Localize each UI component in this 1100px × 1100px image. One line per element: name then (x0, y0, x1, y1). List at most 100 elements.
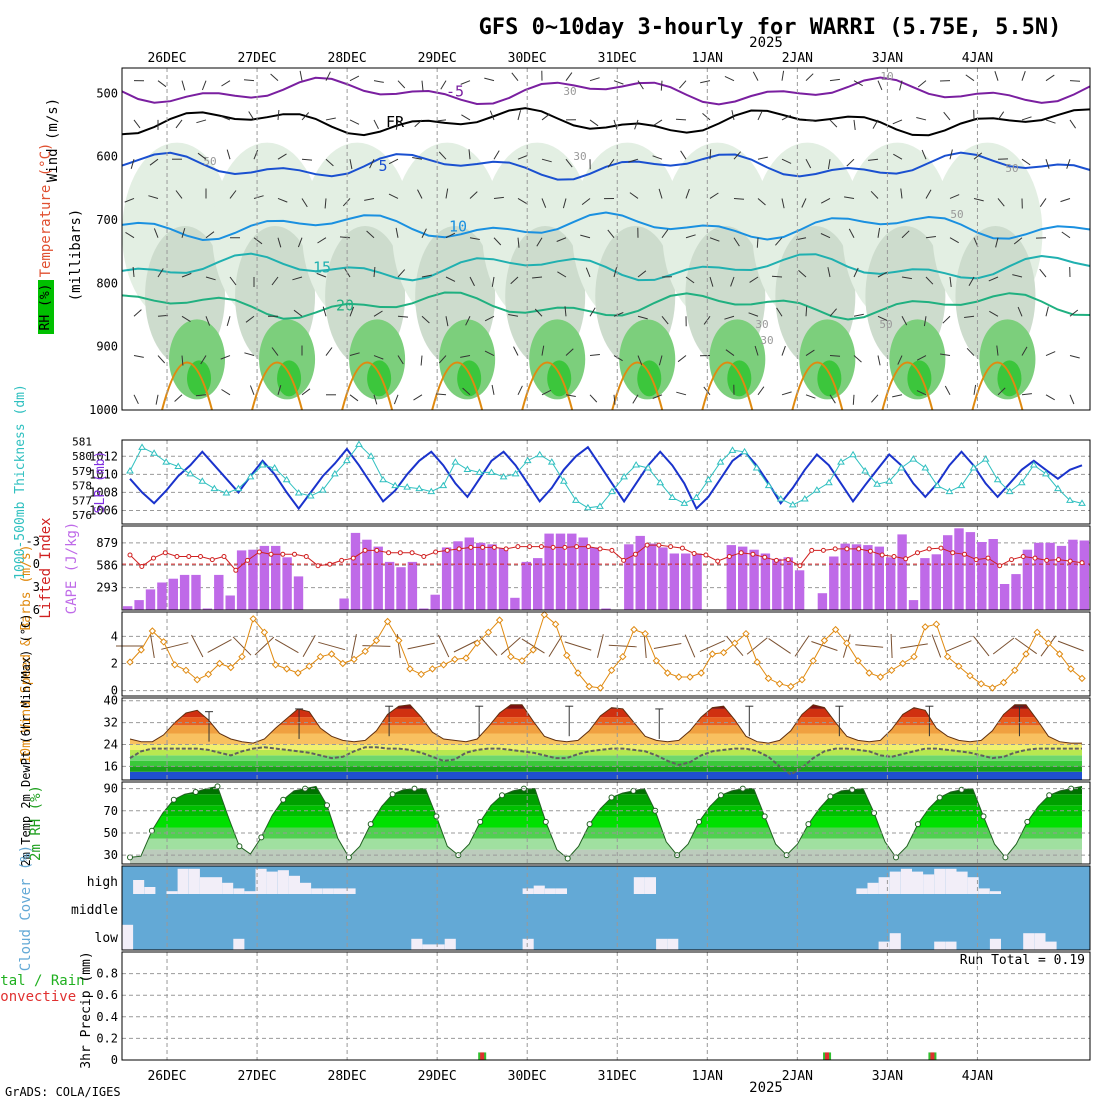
wind-barb (733, 197, 745, 200)
wind-barb (536, 237, 543, 247)
thickness-point (897, 464, 906, 471)
date-label-bottom: 28DEC (328, 1069, 367, 1084)
thickness-point (427, 487, 436, 495)
wind-barb-10m (931, 634, 942, 658)
thickness-point (487, 468, 496, 475)
wind-barb (541, 345, 545, 356)
wind-barb (966, 347, 975, 356)
wind-barb-10m (794, 635, 810, 657)
wind-barb-10m (161, 642, 189, 650)
thickness-tick-label: 578 (72, 480, 92, 493)
rh-shade-high (889, 319, 946, 400)
wind-speed-point (327, 650, 336, 658)
wind-barb (949, 237, 959, 244)
wind-speed-point (596, 684, 605, 692)
cape-bar (1079, 540, 1089, 610)
wind-barb (1017, 306, 1023, 317)
panel-frame (121, 951, 1091, 1061)
cloud-cover-bar (1034, 933, 1046, 950)
wind-barb (201, 80, 207, 91)
wind-barb (675, 118, 687, 121)
cape-bar (840, 543, 850, 610)
lifted-index-point (997, 563, 1003, 569)
wind-barb (316, 272, 327, 278)
cape-bar (236, 550, 247, 610)
wind-barb (322, 306, 327, 317)
thickness-point (535, 450, 544, 458)
wind-barb-10m (643, 633, 647, 659)
cape-bar (157, 582, 167, 610)
wind-barb-10m (699, 639, 726, 653)
temp-band (130, 744, 1082, 750)
cloud-cover-bar (277, 870, 289, 894)
cape-bar (1011, 574, 1021, 610)
cape-bar (259, 545, 270, 610)
cloud-cover-bar (878, 877, 890, 894)
cape-ylabel: CAPE (J/kg) (64, 522, 80, 615)
isotherm-25-line (431, 361, 484, 411)
cloud-ylabel: Cloud Cover (%) (18, 845, 34, 971)
thickness-point (463, 465, 472, 472)
wind-barb (997, 387, 1006, 396)
wind-barb (1039, 268, 1047, 278)
cape-tick-label: 293 (96, 581, 118, 595)
wind-barb (868, 158, 879, 161)
cape-bar (1045, 542, 1055, 610)
wind-barb (925, 189, 932, 199)
rh-contour-label: 50 (1005, 162, 1018, 175)
rh-tick-label: 30 (104, 848, 118, 862)
rh-band (130, 838, 1082, 850)
isotherm-label: 15 (313, 259, 331, 277)
wind-barb (801, 198, 807, 208)
thickness-point (270, 464, 279, 471)
lifted-index-point (186, 554, 192, 559)
wind-barb-10m (811, 641, 838, 651)
wind-speed-point (854, 657, 862, 665)
isotherm-line (121, 107, 1091, 137)
cloud-cover-bar (244, 891, 256, 894)
lifted-index-point (656, 542, 662, 548)
wind-barb (756, 237, 759, 248)
lifted-index-line (129, 544, 1083, 572)
wind-barb-10m (548, 635, 563, 657)
wind-barb (899, 80, 903, 91)
cloud-level-label: high (87, 875, 118, 890)
precip-convective-bar (480, 1052, 485, 1060)
cape-bar (419, 608, 429, 610)
temp-band (130, 749, 1082, 756)
wind-barb (781, 158, 792, 164)
wind-speed-point (663, 669, 672, 677)
precip-tick-label: 0 (111, 1053, 118, 1067)
rh-point (389, 791, 396, 798)
wind-barb (893, 153, 903, 160)
thickness-tick-label: 577 (72, 494, 92, 507)
wind-speed-point (484, 628, 493, 637)
temp-band (130, 725, 1082, 734)
wind-barb (613, 267, 618, 278)
wind-barb (133, 355, 144, 358)
rh-shade-high (709, 319, 766, 400)
wind-barb (829, 355, 841, 357)
wind-barb (324, 198, 327, 209)
lifted-index-tick-label: 0 (33, 557, 40, 571)
wind-barb (484, 350, 495, 356)
rh-shade-high (979, 319, 1036, 400)
rh-point (236, 843, 243, 850)
wind-speed-point (641, 629, 649, 638)
rh-point (914, 821, 921, 828)
wind-speed-point (820, 636, 829, 645)
wind-barb (997, 198, 1005, 207)
wind-barb (534, 308, 543, 317)
isotherm-25-line (791, 361, 844, 411)
wind-speed-point (507, 652, 515, 661)
cape-bar (373, 546, 383, 610)
rh-point (717, 792, 724, 799)
wind-barb (397, 80, 406, 89)
cape-bar (760, 553, 771, 610)
wind-barb (637, 355, 643, 365)
lifted-index-point (409, 550, 415, 556)
wind-barb (1045, 159, 1050, 169)
isotherm-25-line (341, 361, 394, 411)
lifted-index-point (950, 550, 956, 556)
wind-barb (339, 236, 351, 239)
